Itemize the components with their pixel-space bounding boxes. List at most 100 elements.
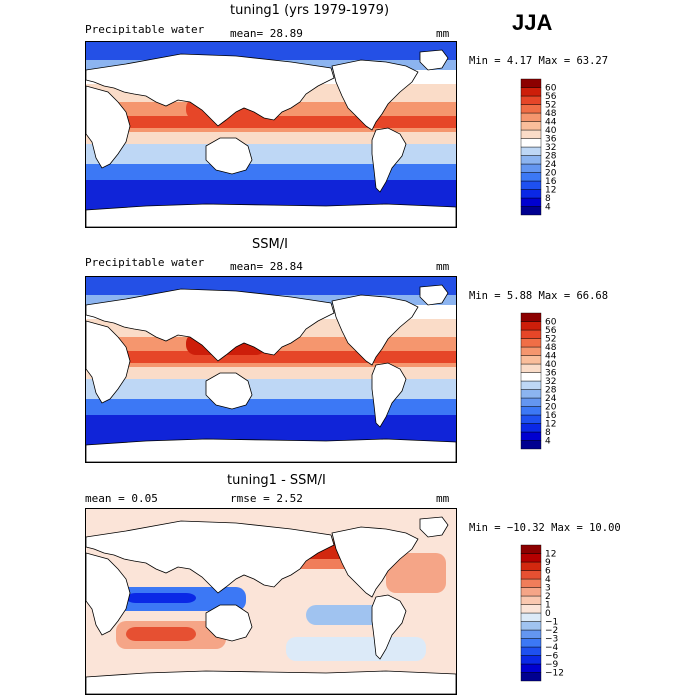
colorbar-swatch xyxy=(520,638,542,648)
colorbar-tick-label: 52 xyxy=(545,335,556,345)
land-australia xyxy=(205,604,253,642)
colorbar-tick-label: 36 xyxy=(545,135,557,145)
colorbar-tick-label: −2 xyxy=(545,626,558,636)
band-south-mix xyxy=(286,637,426,661)
band-south-pos-core xyxy=(126,627,196,641)
colorbar-swatch xyxy=(520,146,542,156)
panel-1-map xyxy=(85,41,457,228)
panel-3-map xyxy=(85,508,457,695)
panel-1-variable-label: Precipitable water xyxy=(85,23,205,36)
band-subtrop-s xyxy=(86,142,456,164)
colorbar-swatch xyxy=(520,87,542,97)
colorbar-tick-label: 28 xyxy=(545,152,557,162)
panel-1-units: mm xyxy=(436,27,450,40)
colorbar-tick-label: 12 xyxy=(545,420,556,430)
colorbar-swatch xyxy=(520,363,542,373)
panel-3-title: tuning1 - SSM/I xyxy=(227,473,326,488)
colorbar-tick-label: 40 xyxy=(545,360,557,370)
panel-3-mean: mean = 0.05 xyxy=(85,492,158,505)
panel-1-title: tuning1 (yrs 1979-1979) xyxy=(230,3,390,18)
colorbar-swatch xyxy=(520,129,542,139)
panel-2-colorbar: 4 8 12 16 20 24 28 32 36 40 44 48 52 56 60 xyxy=(520,312,581,453)
colorbar-tick-label: 3 xyxy=(545,584,551,594)
panel-2-mean: mean= 28.84 xyxy=(230,260,303,273)
colorbar-swatch xyxy=(520,346,542,356)
colorbar-tick-label: 36 xyxy=(545,369,557,379)
panel-3-minmax: Min = −10.32 Max = 10.00 xyxy=(469,522,621,534)
colorbar-tick-label: 60 xyxy=(545,84,557,94)
land-australia xyxy=(205,137,253,175)
panel-1-mean: mean= 28.89 xyxy=(230,27,303,40)
colorbar-swatch xyxy=(520,155,542,165)
colorbar-tick-label: 20 xyxy=(545,169,557,179)
land-north-america xyxy=(331,526,419,598)
colorbar-tick-label: −1 xyxy=(545,618,558,628)
colorbar-tick-label: −9 xyxy=(545,660,559,670)
band-subtrop-s xyxy=(86,377,456,399)
colorbar-tick-label: 28 xyxy=(545,386,557,396)
band-indian-neg-core xyxy=(126,593,196,603)
panel-2-units: mm xyxy=(436,260,450,273)
colorbar-swatch xyxy=(520,561,542,571)
panel-3-colorbar: −12 −9 −6 −4 −3 −2 −1 0 1 2 3 4 6 9 12 xyxy=(520,544,581,685)
land-asia xyxy=(86,53,335,127)
colorbar-tick-label: −12 xyxy=(545,669,564,679)
land-asia xyxy=(86,520,335,594)
band-pacific-neg xyxy=(306,605,386,625)
colorbar-tick-label: 24 xyxy=(545,394,557,404)
colorbar-tick-label: −6 xyxy=(545,652,559,662)
colorbar-swatch xyxy=(520,112,542,122)
season-label: JJA xyxy=(512,10,553,35)
land-antarctica xyxy=(86,203,456,227)
land-north-america xyxy=(331,294,419,366)
land-australia xyxy=(205,372,253,410)
land-greenland xyxy=(419,516,449,538)
panel-2-title: SSM/I xyxy=(252,237,288,252)
colorbar-swatch xyxy=(520,406,542,416)
colorbar-tick-label: 60 xyxy=(545,318,557,328)
land-africa xyxy=(86,320,131,404)
colorbar-swatch xyxy=(520,180,542,190)
colorbar-tick-label: 1 xyxy=(545,601,551,611)
colorbar-tick-label: 20 xyxy=(545,403,557,413)
colorbar-tick-label: 48 xyxy=(545,343,557,353)
land-greenland xyxy=(419,284,449,306)
panel-3-rmse: rmse = 2.52 xyxy=(230,492,303,505)
colorbar-tick-label: 16 xyxy=(545,177,557,187)
colorbar-tick-label: 4 xyxy=(545,437,551,447)
colorbar-swatch xyxy=(520,355,542,365)
colorbar-tick-label: 16 xyxy=(545,411,557,421)
land-asia xyxy=(86,288,335,362)
band-south-mid xyxy=(86,397,456,415)
colorbar-swatch xyxy=(520,431,542,441)
colorbar-swatch xyxy=(520,121,542,131)
land-africa xyxy=(86,85,131,169)
land-north-america xyxy=(331,59,419,131)
colorbar-tick-label: 32 xyxy=(545,143,556,153)
land-africa xyxy=(86,552,131,636)
colorbar-tick-label: 24 xyxy=(545,160,557,170)
colorbar-swatch xyxy=(520,595,542,605)
colorbar-tick-label: 12 xyxy=(545,550,556,560)
colorbar-tick-label: 8 xyxy=(545,428,551,438)
panel-2-minmax: Min = 5.88 Max = 66.68 xyxy=(469,290,609,302)
land-greenland xyxy=(419,49,449,71)
land-antarctica xyxy=(86,438,456,462)
land-antarctica xyxy=(86,670,456,694)
colorbar-swatch xyxy=(520,570,542,580)
colorbar-swatch xyxy=(520,578,542,588)
colorbar-swatch xyxy=(520,655,542,665)
colorbar-swatch xyxy=(520,321,542,331)
colorbar-swatch xyxy=(520,663,542,673)
colorbar-swatch xyxy=(520,553,542,563)
colorbar-swatch xyxy=(520,544,542,554)
colorbar-swatch xyxy=(520,312,542,322)
colorbar-tick-label: 44 xyxy=(545,118,557,128)
colorbar-swatch xyxy=(520,423,542,433)
colorbar-tick-label: 48 xyxy=(545,109,557,119)
colorbar-swatch xyxy=(520,138,542,148)
panel-1-minmax: Min = 4.17 Max = 63.27 xyxy=(469,55,609,67)
colorbar-swatch xyxy=(520,189,542,199)
